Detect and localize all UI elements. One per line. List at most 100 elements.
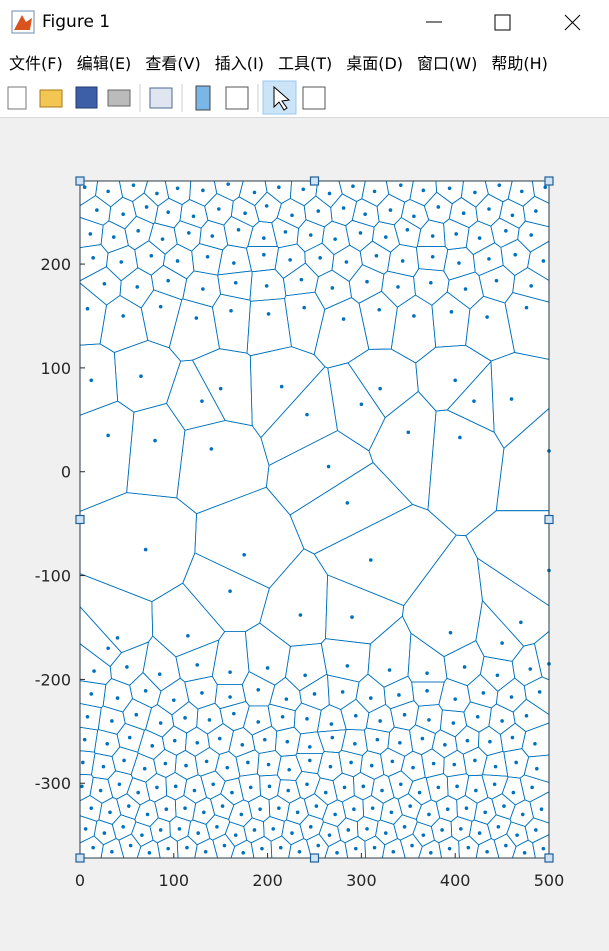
site-point: [166, 846, 170, 851]
site-point: [383, 831, 388, 835]
selection-handle: [544, 514, 554, 525]
site-point: [372, 845, 377, 850]
site-point: [496, 825, 501, 829]
site-point: [346, 828, 351, 832]
site-point: [314, 804, 319, 808]
site-point: [106, 189, 110, 194]
x-tick-label: 100: [159, 871, 190, 890]
site-point: [396, 285, 400, 289]
site-point: [278, 845, 283, 850]
site-point: [204, 759, 209, 764]
site-point: [122, 758, 126, 763]
site-point: [494, 278, 499, 283]
close-button[interactable]: [564, 14, 581, 31]
site-point: [421, 833, 426, 837]
menu-item[interactable]: 插入(I): [214, 54, 264, 73]
site-point: [200, 691, 204, 695]
site-point: [209, 447, 214, 451]
site-point: [173, 784, 178, 789]
x-tick-label: 500: [534, 871, 565, 890]
site-point: [192, 788, 197, 793]
x-tick-label: 400: [440, 871, 471, 890]
site-point: [233, 280, 238, 285]
menu-item[interactable]: 查看(V): [145, 54, 201, 73]
axes-background: [80, 181, 549, 858]
site-point: [290, 213, 294, 218]
link-icon[interactable]: [149, 87, 173, 109]
site-point: [308, 758, 312, 763]
site-point: [85, 306, 90, 311]
site-point: [277, 185, 281, 190]
site-point: [511, 790, 516, 795]
site-point: [175, 259, 180, 263]
site-point: [349, 760, 353, 765]
site-point: [271, 827, 276, 831]
save-icon[interactable]: [75, 86, 98, 109]
site-point: [327, 191, 332, 196]
site-point: [514, 760, 518, 765]
site-point: [143, 689, 148, 693]
site-point: [353, 846, 358, 851]
site-point: [288, 258, 292, 262]
site-point: [425, 671, 429, 675]
site-point: [305, 412, 309, 417]
site-point: [539, 807, 544, 811]
site-point: [233, 833, 238, 837]
site-point: [464, 806, 469, 810]
print-icon[interactable]: [107, 89, 131, 107]
site-point: [405, 228, 410, 232]
site-point: [258, 807, 262, 811]
site-point: [378, 719, 382, 723]
site-point: [266, 312, 271, 316]
site-point: [513, 252, 518, 257]
site-point: [474, 788, 478, 793]
site-point: [391, 849, 396, 854]
menu-item[interactable]: 帮助(H): [491, 54, 548, 73]
legend-icon[interactable]: [225, 86, 249, 110]
site-point: [493, 764, 498, 769]
site-point: [344, 260, 349, 264]
site-point: [81, 760, 85, 765]
site-point: [370, 806, 375, 810]
site-point: [410, 843, 414, 848]
site-point: [82, 737, 87, 742]
site-point: [447, 186, 452, 191]
site-point: [260, 846, 264, 851]
site-point: [106, 433, 110, 438]
site-point: [131, 183, 136, 187]
site-point: [266, 762, 271, 767]
site-point: [226, 182, 231, 186]
site-point: [150, 744, 155, 748]
site-point: [345, 664, 350, 668]
site-point: [453, 697, 458, 701]
site-point: [166, 278, 170, 283]
site-point: [125, 665, 129, 669]
menu-item[interactable]: 编辑(E): [76, 54, 132, 73]
menu-item[interactable]: 工具(T): [277, 54, 333, 73]
site-point: [290, 831, 294, 835]
site-point: [295, 810, 300, 815]
site-point: [400, 259, 405, 263]
property-editor-icon[interactable]: [302, 86, 326, 110]
open-icon[interactable]: [39, 89, 63, 108]
site-point: [378, 386, 382, 391]
menu-item[interactable]: 文件(F): [9, 54, 63, 73]
menu-item[interactable]: 桌面(D): [346, 54, 404, 73]
site-point: [277, 806, 281, 810]
site-point: [232, 711, 236, 716]
site-point: [502, 804, 506, 808]
site-point: [228, 695, 232, 699]
site-point: [365, 827, 369, 831]
site-point: [95, 208, 99, 212]
site-point: [519, 620, 523, 625]
site-point: [283, 230, 288, 234]
site-point: [398, 183, 403, 187]
site-point: [398, 740, 402, 745]
site-point: [522, 851, 527, 855]
menu-item[interactable]: 窗口(W): [417, 54, 478, 73]
colorbar-icon[interactable]: [195, 85, 211, 111]
maximize-button[interactable]: [494, 14, 511, 31]
new-icon[interactable]: [7, 86, 27, 110]
y-tick-label: 0: [61, 463, 71, 482]
